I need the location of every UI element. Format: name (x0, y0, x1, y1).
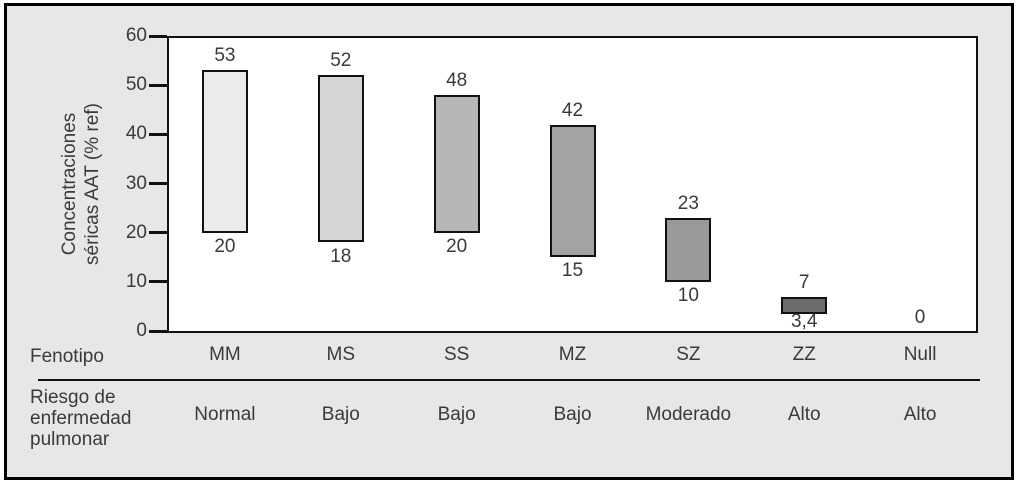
y-tick-label: 0 (136, 320, 147, 341)
bar-zz (781, 296, 828, 315)
y-tick-mark (149, 329, 167, 333)
bar-high-value: 53 (214, 45, 236, 67)
row-divider-line (38, 379, 980, 381)
risk-cell-ss: Bajo (437, 404, 476, 425)
phenotype-cell-zz: ZZ (792, 344, 816, 365)
y-tick-label: 60 (125, 25, 147, 46)
bar-ms (317, 75, 364, 243)
y-tick-mark (149, 280, 167, 284)
bar-low-value: 15 (561, 260, 584, 282)
bar-mz (549, 124, 596, 258)
bar-ss (433, 95, 480, 233)
risk-cell-sz: Moderado (645, 404, 732, 425)
risk-row-header-line2: enfermedad (30, 408, 132, 429)
risk-row-header-line1: Riesgo de (30, 387, 116, 408)
bar-low-value: 18 (330, 245, 352, 267)
y-tick-mark (149, 83, 167, 87)
bar-low-value: 20 (214, 235, 236, 257)
bar-mm (201, 70, 248, 233)
y-tick-mark (149, 132, 167, 136)
risk-cell-null: Alto (903, 404, 937, 425)
phenotype-cell-ms: MS (326, 344, 356, 365)
y-tick-mark (149, 231, 167, 235)
risk-row-header-line3: pulmonar (30, 429, 110, 450)
y-tick-label: 40 (125, 123, 147, 145)
bar-low-value: 3,4 (790, 311, 818, 332)
y-tick-label: 20 (125, 221, 147, 243)
bar-low-value: 20 (446, 235, 468, 257)
chart-figure: Concentraciones séricas AAT (% ref) 0 10 2… (4, 3, 1014, 480)
risk-cell-mm: Normal (194, 404, 256, 425)
phenotype-row-header-label: Fenotipo (30, 346, 104, 367)
y-tick-mark (149, 34, 167, 38)
bar-sz (665, 217, 712, 282)
risk-cell-mz: Bajo (553, 404, 592, 425)
y-tick-label: 30 (125, 172, 147, 194)
phenotype-cell-null: Null (903, 344, 937, 365)
phenotype-cell-mz: MZ (558, 344, 587, 365)
bar-high-value: 7 (798, 271, 810, 293)
bar-low-value: 10 (677, 284, 699, 306)
bar-high-value: 48 (446, 70, 468, 91)
phenotype-row-header: Fenotipo (30, 346, 104, 367)
bar-high-value: 52 (330, 50, 352, 72)
y-tick-label: 10 (125, 270, 147, 292)
y-tick-mark (149, 182, 167, 185)
risk-cell-ms: Bajo (321, 404, 360, 425)
phenotype-cell-ss: SS (443, 344, 470, 365)
bar-high-value: 42 (561, 99, 584, 121)
y-axis-title-line1: Concentraciones (59, 112, 80, 256)
bar-high-value: 23 (677, 192, 699, 214)
y-tick-label: 50 (125, 74, 147, 96)
risk-row-header: Riesgo de enfermedad pulmonar (30, 387, 131, 450)
phenotype-cell-sz: SZ (676, 344, 701, 365)
bar-zero-value: 0 (914, 307, 926, 328)
phenotype-cell-mm: MM (209, 344, 241, 365)
risk-cell-zz: Alto (787, 404, 821, 425)
